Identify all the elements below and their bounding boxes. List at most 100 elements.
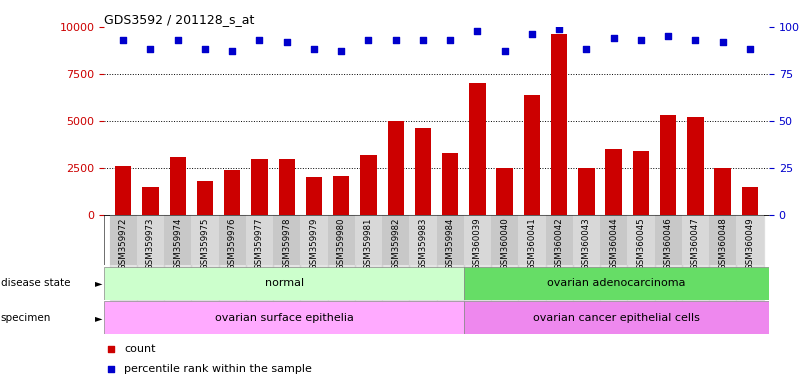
Bar: [518, 215, 545, 300]
Bar: [409, 215, 437, 300]
Text: ►: ►: [95, 313, 102, 323]
Text: ovarian adenocarcinoma: ovarian adenocarcinoma: [547, 278, 686, 288]
Text: GSM360046: GSM360046: [664, 217, 673, 270]
Point: [490, 55, 503, 61]
Bar: [170, 157, 186, 215]
Bar: [137, 215, 164, 265]
Bar: [464, 215, 491, 265]
Bar: [578, 168, 594, 215]
Bar: [252, 159, 268, 215]
Text: GSM359983: GSM359983: [418, 217, 428, 270]
Bar: [464, 215, 491, 300]
Bar: [465, 267, 769, 300]
Point: [662, 33, 674, 40]
Bar: [328, 215, 355, 300]
Text: GSM359972: GSM359972: [119, 217, 127, 270]
Bar: [360, 155, 376, 215]
Point: [280, 39, 293, 45]
Bar: [328, 215, 355, 265]
Point: [471, 28, 484, 34]
Point: [580, 46, 593, 53]
Bar: [442, 153, 458, 215]
Text: GSM360045: GSM360045: [637, 217, 646, 270]
Bar: [736, 215, 763, 265]
Bar: [273, 215, 300, 265]
Bar: [224, 170, 240, 215]
Bar: [627, 215, 654, 300]
Bar: [382, 215, 409, 265]
Text: GDS3592 / 201128_s_at: GDS3592 / 201128_s_at: [104, 13, 255, 26]
Bar: [736, 215, 763, 300]
Bar: [600, 215, 627, 300]
Text: specimen: specimen: [1, 313, 51, 323]
Bar: [497, 168, 513, 215]
Point: [525, 31, 538, 38]
Bar: [246, 215, 273, 265]
Point: [417, 37, 429, 43]
Text: GSM359978: GSM359978: [282, 217, 292, 270]
Text: GSM359979: GSM359979: [309, 217, 319, 270]
Bar: [491, 215, 518, 300]
Bar: [600, 215, 627, 265]
Point: [716, 39, 729, 45]
Point: [389, 37, 402, 43]
Bar: [246, 215, 273, 300]
Bar: [491, 215, 518, 265]
Bar: [164, 215, 191, 265]
Bar: [382, 215, 409, 300]
Point: [444, 37, 457, 43]
Bar: [355, 215, 382, 300]
Point: [199, 46, 211, 53]
Point: [498, 48, 511, 55]
Bar: [437, 215, 464, 265]
Point: [634, 37, 647, 43]
Point: [553, 26, 566, 32]
Text: normal: normal: [264, 278, 304, 288]
Bar: [219, 215, 246, 300]
Bar: [682, 215, 709, 300]
Text: GSM360047: GSM360047: [691, 217, 700, 270]
Text: GSM359973: GSM359973: [146, 217, 155, 270]
Bar: [110, 215, 137, 300]
Text: GSM360043: GSM360043: [582, 217, 591, 270]
Bar: [627, 215, 654, 265]
Text: GSM359976: GSM359976: [227, 217, 236, 270]
Text: GSM360049: GSM360049: [746, 217, 755, 270]
Point: [144, 46, 157, 53]
Bar: [388, 121, 404, 215]
Bar: [104, 301, 465, 334]
Bar: [606, 149, 622, 215]
Bar: [687, 117, 703, 215]
Bar: [110, 215, 137, 265]
Bar: [573, 215, 600, 300]
Bar: [518, 215, 545, 265]
Bar: [660, 115, 676, 215]
Text: GSM360039: GSM360039: [473, 217, 482, 270]
Bar: [654, 215, 682, 265]
Point: [490, 239, 503, 245]
Bar: [545, 215, 573, 300]
Bar: [143, 187, 159, 215]
Bar: [409, 215, 437, 265]
Text: GSM360042: GSM360042: [554, 217, 564, 270]
Text: ►: ►: [95, 278, 102, 288]
Point: [689, 37, 702, 43]
Text: GSM360044: GSM360044: [609, 217, 618, 270]
Bar: [633, 151, 649, 215]
Point: [743, 46, 756, 53]
Text: GSM360048: GSM360048: [718, 217, 727, 270]
Bar: [137, 215, 164, 300]
Bar: [164, 215, 191, 300]
Point: [253, 37, 266, 43]
Bar: [682, 215, 709, 265]
Text: GSM359984: GSM359984: [445, 217, 455, 270]
Bar: [333, 175, 349, 215]
Text: GSM360040: GSM360040: [500, 217, 509, 270]
Bar: [714, 168, 731, 215]
Bar: [197, 181, 213, 215]
Text: count: count: [124, 344, 155, 354]
Point: [607, 35, 620, 41]
Point: [117, 37, 130, 43]
Text: GSM359981: GSM359981: [364, 217, 373, 270]
Bar: [191, 215, 219, 265]
